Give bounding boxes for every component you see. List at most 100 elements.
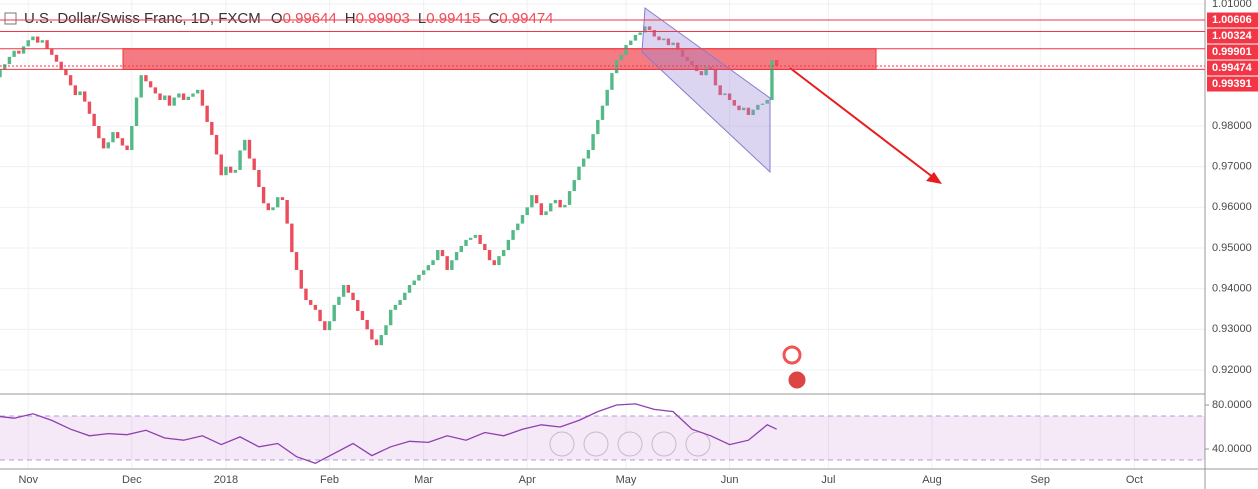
candle [718, 85, 722, 96]
candle [64, 69, 68, 76]
candle [144, 75, 148, 82]
symbol: U.S. Dollar/Swiss Franc, 1D, FXCM [24, 10, 261, 27]
candle [130, 126, 134, 150]
candle [497, 256, 501, 266]
reset-button[interactable] [617, 431, 643, 457]
candle [619, 54, 624, 61]
candle [657, 36, 661, 41]
candle [379, 335, 383, 346]
x-tick-label: Oct [1126, 474, 1143, 486]
candle [153, 87, 158, 94]
price-label-bg [1207, 76, 1258, 92]
y-tick-label: 0.93000 [1212, 323, 1252, 335]
candle [365, 319, 369, 330]
candle [539, 203, 544, 216]
candle [233, 169, 238, 173]
scroll-left-button[interactable] [549, 431, 575, 457]
candle [751, 109, 755, 116]
candle [652, 30, 656, 37]
candle [501, 250, 506, 257]
price-label-bg [1207, 12, 1258, 28]
event-icon[interactable] [782, 345, 802, 365]
candle [746, 107, 751, 116]
candle [398, 300, 402, 305]
candle [35, 36, 40, 43]
candle [125, 145, 129, 150]
candle [327, 321, 332, 331]
candle [54, 54, 59, 62]
price-label: 0.99901 [1212, 46, 1252, 58]
candle [177, 93, 181, 98]
candle [266, 203, 271, 211]
candle [567, 191, 572, 205]
candle [59, 61, 63, 70]
candle [3, 64, 7, 70]
symbol-icon[interactable] [4, 12, 17, 25]
candle [487, 250, 492, 261]
y-tick-label: 0.98000 [1212, 120, 1252, 132]
candle [511, 230, 515, 240]
candle [596, 119, 600, 135]
zoom-controls[interactable] [549, 431, 711, 457]
candle [760, 103, 765, 105]
y-tick-label: 0.96000 [1212, 201, 1252, 213]
candle [290, 223, 294, 253]
x-tick-label: Nov [18, 474, 38, 486]
candle [727, 93, 732, 100]
candle [572, 180, 576, 192]
candle [581, 158, 586, 167]
candle [436, 250, 440, 261]
rsi-band [0, 416, 1205, 460]
candle [97, 126, 101, 139]
x-tick-label: Sep [1030, 474, 1050, 486]
price-label-bg [1207, 28, 1258, 44]
ohlc-key: L [418, 10, 426, 27]
candle [78, 91, 82, 96]
x-tick-label: Dec [122, 474, 142, 486]
candle [247, 139, 252, 159]
candle [530, 195, 534, 208]
candle [238, 150, 242, 170]
candle [261, 187, 266, 204]
price-label: 0.99474 [1212, 62, 1253, 74]
candle [276, 197, 280, 208]
candle [186, 96, 190, 100]
candle [699, 71, 704, 76]
candle [346, 285, 351, 293]
candle [685, 56, 689, 61]
candle [431, 260, 435, 266]
candle [393, 304, 398, 310]
candle [549, 203, 553, 212]
event-icon[interactable] [787, 370, 807, 390]
candle [614, 60, 619, 74]
candle [50, 48, 54, 55]
candle [770, 60, 774, 100]
candle [563, 204, 567, 208]
candle [337, 296, 341, 305]
candle [167, 95, 172, 106]
candle [115, 132, 120, 139]
candle [243, 139, 247, 151]
zoom-out-button[interactable] [583, 431, 609, 457]
candle [228, 166, 233, 173]
candle [17, 50, 21, 54]
candle [40, 40, 45, 43]
candle [577, 166, 581, 181]
candle [680, 49, 685, 57]
candle [26, 40, 30, 47]
price-label: 0.99391 [1212, 78, 1252, 90]
candle [191, 93, 195, 97]
candle [525, 207, 529, 216]
ohlc-key: H [345, 10, 356, 27]
candle [214, 134, 219, 155]
candle [765, 99, 769, 104]
candle [638, 32, 642, 35]
candle [257, 169, 261, 187]
candle [454, 252, 459, 261]
price-label: 1.00606 [1212, 14, 1252, 26]
zoom-in-button[interactable] [651, 431, 677, 457]
x-tick-label: 2018 [214, 474, 238, 486]
candle [87, 101, 92, 114]
chart-header: U.S. Dollar/Swiss Franc, 1D, FXCM O0.996… [24, 10, 554, 27]
